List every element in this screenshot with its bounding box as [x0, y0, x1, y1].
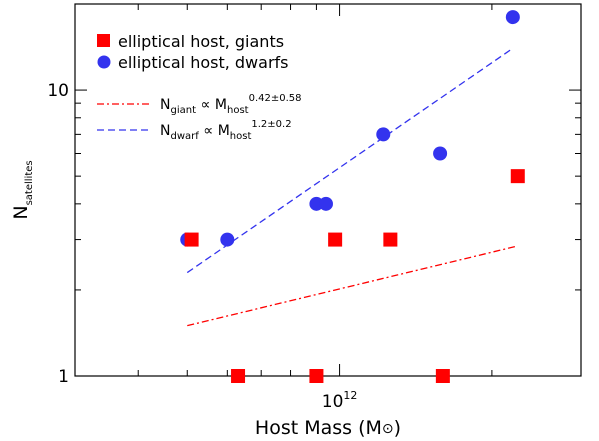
plot-frame — [74, 3, 582, 377]
legend-marker-dwarfs — [97, 55, 111, 69]
y-axis-label: Nsatellites — [10, 160, 35, 219]
dwarf-point — [220, 232, 235, 247]
legend-marker-giants — [97, 34, 110, 47]
giant-point — [328, 232, 343, 247]
giant-point — [309, 369, 324, 383]
legend-label-giants: elliptical host, giants — [118, 32, 284, 51]
fit-line-dwarf — [186, 47, 514, 274]
x-axis-label: Host Mass (M⊙) — [255, 417, 401, 439]
y-tick-label: 1 — [58, 367, 69, 387]
axes: 1012 1 10 — [47, 3, 582, 412]
giant-point — [383, 232, 398, 247]
legend-label-dwarfs: elliptical host, dwarfs — [118, 53, 289, 72]
legend: elliptical host, giants elliptical host, … — [97, 32, 302, 142]
fit-line-giant — [187, 245, 518, 327]
data-marks — [180, 10, 525, 383]
dwarf-point — [376, 127, 391, 142]
giant-point — [435, 369, 450, 383]
dwarf-point — [505, 10, 520, 25]
legend-fit-label-giant: Ngiant ∝ Mhost0.42±0.58 — [160, 93, 302, 116]
y-tick-label: 10 — [47, 81, 69, 101]
legend-fit-label-dwarf: Ndwarf ∝ Mhost1.2±0.2 — [160, 119, 292, 142]
giant-point — [184, 232, 199, 247]
giant-point — [231, 369, 246, 383]
dwarf-point — [318, 196, 333, 211]
giant-point — [510, 169, 525, 184]
x-tick-label: 1012 — [322, 389, 358, 412]
dwarf-point — [433, 146, 448, 161]
